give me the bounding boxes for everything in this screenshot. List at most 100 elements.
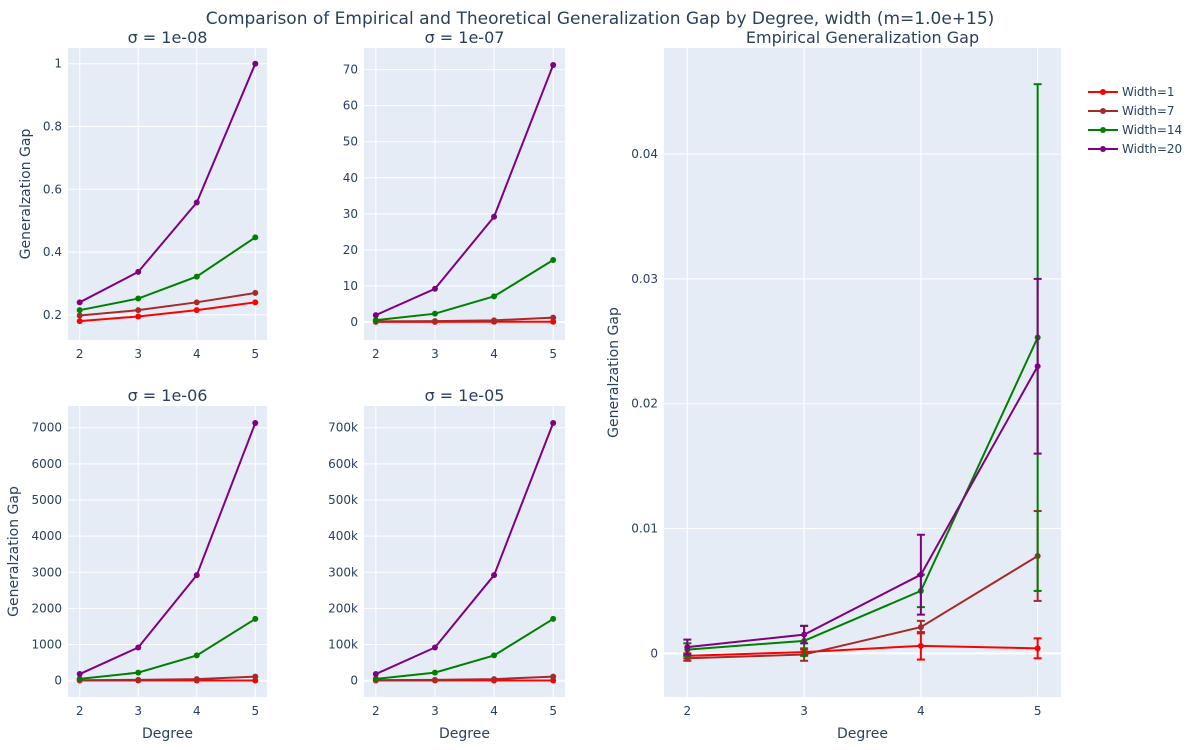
- series-line: [687, 337, 1039, 651]
- legend-swatch-marker: [1100, 89, 1106, 95]
- y-tick-label: 500k: [328, 493, 358, 507]
- y-tick-label: 0.03: [631, 272, 658, 286]
- data-point: [193, 572, 200, 579]
- data-point: [135, 307, 142, 314]
- plot-area: [68, 406, 267, 697]
- data-point: [252, 289, 259, 296]
- panel-title: σ = 1e-07: [425, 28, 505, 47]
- series-width-20: [372, 419, 557, 678]
- series-width-7: [76, 289, 259, 319]
- x-tick-label: 2: [372, 347, 380, 361]
- data-point: [917, 624, 924, 631]
- series-line: [79, 422, 257, 675]
- series-line: [687, 365, 1039, 649]
- data-point: [252, 615, 259, 622]
- y-tick-label: 100k: [328, 638, 358, 652]
- y-tick-label: 0: [650, 646, 658, 660]
- x-axis-title: Degree: [439, 726, 490, 742]
- legend-label: Width=14: [1122, 123, 1182, 137]
- y-tick-label: 0.01: [631, 522, 658, 536]
- x-tick-label: 4: [193, 347, 201, 361]
- y-tick-label: 5000: [31, 493, 62, 507]
- data-point: [76, 675, 83, 682]
- data-point: [491, 293, 498, 300]
- x-tick-label: 2: [76, 347, 84, 361]
- x-tick-label: 3: [134, 704, 142, 718]
- legend-item-width-14[interactable]: Width=14: [1088, 123, 1182, 137]
- series-width-14: [76, 234, 259, 314]
- series-width-20: [683, 277, 1042, 656]
- series-line: [79, 618, 256, 680]
- data-point: [491, 317, 498, 324]
- y-tick-label: 0.02: [631, 397, 658, 411]
- series-width-14: [372, 256, 557, 324]
- data-point: [372, 671, 379, 678]
- legend-label: Width=20: [1122, 142, 1182, 156]
- y-tick-label: 30: [343, 207, 358, 221]
- x-tick-label: 4: [490, 347, 498, 361]
- x-tick-label: 5: [251, 347, 259, 361]
- series-line: [79, 236, 256, 312]
- series-line: [375, 675, 554, 682]
- panel-sigma-1e-05: σ = 1e-05 Degree 0 100k 200k 300k 400k 500k 60…: [328, 386, 565, 742]
- x-tick-label: 3: [431, 347, 439, 361]
- x-tick-label: 2: [684, 704, 692, 718]
- series-line: [375, 618, 554, 680]
- x-axis-title: Degree: [142, 726, 193, 742]
- data-point: [76, 307, 83, 314]
- series-width-14: [372, 615, 557, 682]
- x-tick-label: 4: [490, 704, 498, 718]
- series-width-20: [372, 61, 557, 319]
- y-tick-label: 700k: [328, 421, 358, 435]
- y-tick-label: 70: [343, 63, 358, 77]
- legend: Width=1 Width=7 Width=14 Width=20: [1088, 85, 1182, 156]
- y-tick-label: 0.6: [43, 182, 62, 196]
- panel-title: σ = 1e-05: [425, 386, 505, 405]
- y-tick-label: 400k: [328, 529, 358, 543]
- y-tick-label: 3000: [31, 565, 62, 579]
- data-point: [431, 669, 438, 676]
- data-point: [550, 419, 557, 426]
- data-point: [135, 676, 142, 683]
- data-point: [550, 314, 557, 321]
- data-point: [135, 295, 142, 302]
- y-tick-label: 0: [350, 315, 358, 329]
- data-point: [135, 644, 142, 651]
- legend-swatch-marker: [1100, 108, 1106, 114]
- panel-title: σ = 1e-08: [128, 28, 208, 47]
- y-tick-label: 20: [343, 243, 358, 257]
- data-point: [252, 299, 259, 306]
- legend-item-width-1[interactable]: Width=1: [1088, 85, 1175, 99]
- legend-label: Width=7: [1122, 104, 1175, 118]
- series-line: [687, 555, 1039, 660]
- y-tick-label: 0.4: [43, 245, 62, 259]
- data-point: [801, 631, 808, 638]
- data-point: [252, 234, 259, 241]
- data-point: [252, 60, 259, 67]
- data-point: [491, 676, 498, 683]
- x-tick-label: 4: [917, 704, 925, 718]
- x-tick-label: 5: [251, 704, 259, 718]
- series-width-20: [76, 60, 259, 306]
- y-tick-label: 1000: [31, 638, 62, 652]
- data-point: [917, 571, 924, 578]
- legend-item-width-7[interactable]: Width=7: [1088, 104, 1175, 118]
- series-line: [375, 259, 554, 322]
- x-tick-label: 3: [134, 347, 142, 361]
- legend-item-width-20[interactable]: Width=20: [1088, 142, 1182, 156]
- data-point: [550, 615, 557, 622]
- data-point: [76, 671, 83, 678]
- data-point: [550, 61, 557, 68]
- data-point: [491, 652, 498, 659]
- y-tick-label: 50: [343, 135, 358, 149]
- plot-area: [364, 48, 565, 340]
- y-tick-label: 0.8: [43, 119, 62, 133]
- y-tick-label: 0: [350, 674, 358, 688]
- y-tick-label: 0: [54, 674, 62, 688]
- data-point: [431, 318, 438, 325]
- legend-label: Width=1: [1122, 85, 1175, 99]
- y-tick-label: 40: [343, 171, 358, 185]
- panel-sigma-1e-08: σ = 1e-08 Generalzation Gap 0.2 0.4 0.6 0.8…: [18, 28, 267, 361]
- y-tick-label: 300k: [328, 565, 358, 579]
